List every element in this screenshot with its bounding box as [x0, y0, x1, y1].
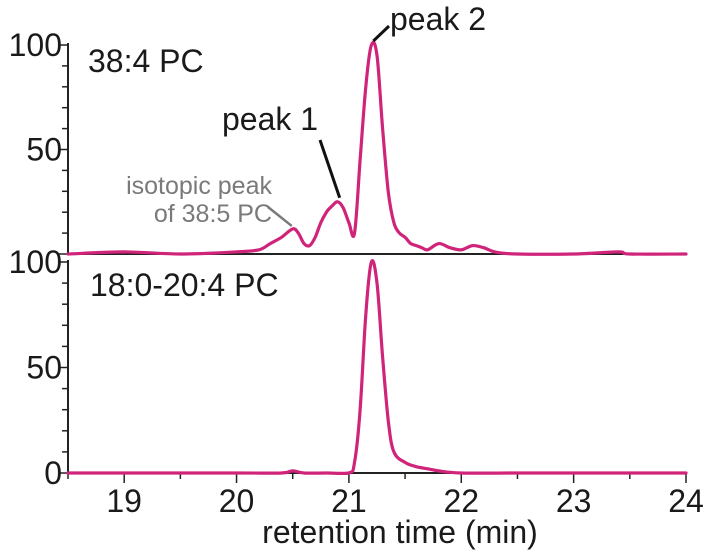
x-tick-label: 21: [331, 483, 367, 519]
panel-2-title: 18:0-20:4 PC: [90, 267, 279, 303]
isotopic-peak-label: isotopic peak of 38:5 PC: [126, 172, 272, 228]
panel-2-y-tick-label: 50: [26, 350, 62, 386]
panel-1-y-tick-label: 50: [26, 132, 62, 168]
x-tick-label: 23: [556, 483, 592, 519]
isotopic-peak-pointer: [267, 206, 293, 227]
peak-1-pointer: [318, 139, 342, 199]
peak-1-label: peak 1: [222, 101, 318, 137]
panel-1-title: 38:4 PC: [88, 43, 204, 79]
peak-2-label: peak 2: [390, 1, 486, 37]
panel-2-y-tick-label: 100: [9, 244, 62, 280]
x-tick-label: 19: [106, 483, 142, 519]
panel-2-y-tick-label: 0: [44, 455, 62, 491]
x-axis-label: retention time (min): [262, 514, 538, 550]
x-tick-label: 20: [219, 483, 255, 519]
x-tick-label: 24: [668, 483, 704, 519]
panel-1-y-tick-label: 100: [9, 27, 62, 63]
panel-2-series-line: [66, 259, 688, 476]
x-tick-label: 22: [443, 483, 479, 519]
peak-2-pointer: [372, 24, 391, 43]
panel-1-series-line: [66, 40, 688, 256]
